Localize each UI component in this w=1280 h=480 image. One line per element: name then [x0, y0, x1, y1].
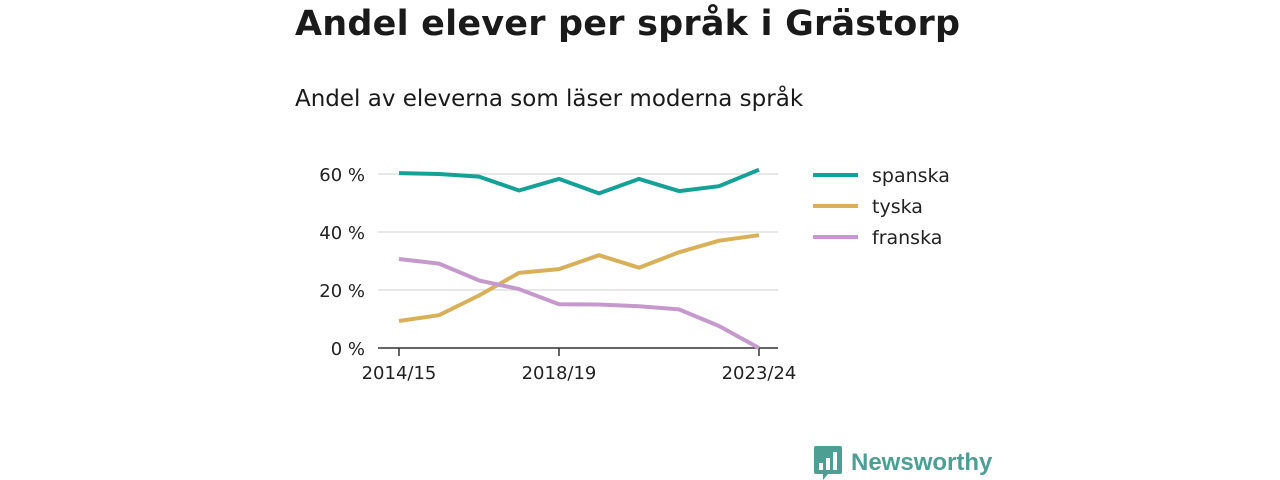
y-tick-label: 0 %	[331, 339, 365, 360]
series-line-spanska	[398, 167, 760, 196]
y-tick-label: 20 %	[319, 281, 365, 302]
bar-chart-speech-bubble-icon	[814, 446, 842, 480]
series-line-tyska	[398, 233, 760, 323]
legend-label-tyska: tyska	[872, 196, 923, 218]
gridlines	[378, 173, 778, 291]
y-axis: 0 % 20 % 40 % 60 %	[319, 165, 365, 360]
series-lines	[398, 167, 760, 350]
x-axis: 2014/15 2018/19 2023/24	[362, 347, 797, 384]
y-tick-label: 60 %	[319, 165, 365, 186]
chart-title: Andel elever per språk i Grästorp	[295, 4, 961, 44]
legend-label-spanska: spanska	[872, 165, 950, 187]
y-tick-label: 40 %	[319, 223, 365, 244]
legend-label-franska: franska	[872, 227, 942, 249]
x-tick-label: 2018/19	[522, 363, 597, 384]
newsworthy-logo[interactable]: Newsworthy	[814, 446, 992, 480]
x-tick-label: 2023/24	[722, 363, 797, 384]
chart-subtitle: Andel av eleverna som läser moderna språ…	[295, 86, 804, 112]
series-line-franska	[398, 257, 760, 350]
legend: spanska tyska franska	[813, 165, 950, 249]
x-tick-label: 2014/15	[362, 363, 437, 384]
brand-name: Newsworthy	[851, 449, 993, 476]
